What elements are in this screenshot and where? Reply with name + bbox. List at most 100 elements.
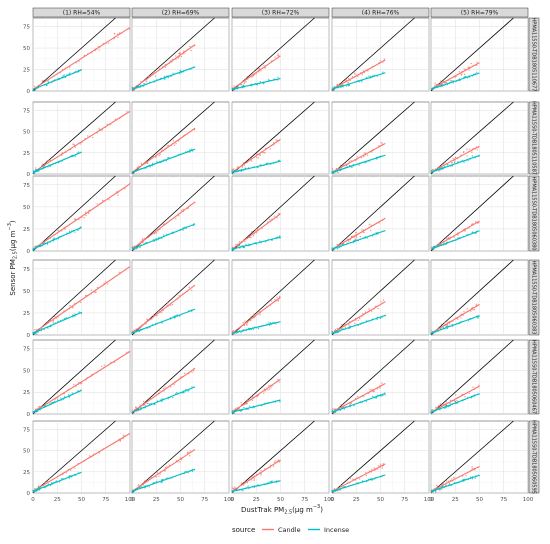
data-point-candle <box>90 289 93 291</box>
y-tick-label: 50 <box>23 46 30 52</box>
data-point-candle <box>370 224 372 226</box>
data-point-candle <box>348 160 350 163</box>
data-point-incense <box>71 392 74 394</box>
fit-line-incense <box>32 389 82 413</box>
data-point-candle <box>344 163 346 165</box>
data-point-candle <box>34 167 37 169</box>
data-point-candle <box>251 479 253 481</box>
data-point-incense <box>156 480 158 483</box>
x-tick-label: 0 <box>130 497 134 503</box>
data-point-candle <box>175 218 177 220</box>
data-point-incense <box>331 331 333 333</box>
fit-line-incense <box>131 386 196 413</box>
data-point-candle <box>333 412 335 415</box>
fit-line-candle <box>430 304 480 334</box>
fit-line-candle <box>231 55 281 90</box>
x-tick-label: 25 <box>253 497 260 503</box>
data-point-candle <box>348 324 350 326</box>
data-point-candle <box>242 321 244 324</box>
data-point-candle <box>465 474 467 477</box>
data-point-candle <box>354 72 356 74</box>
x-tick-label: 25 <box>452 497 459 503</box>
data-point-candle <box>164 470 166 472</box>
one-to-one-line <box>32 101 116 175</box>
facet-panel <box>231 339 330 415</box>
data-point-candle <box>146 402 149 405</box>
fit-line-candle <box>231 213 281 250</box>
data-point-incense <box>375 397 378 399</box>
data-point-candle <box>33 85 36 88</box>
data-point-candle <box>430 329 432 332</box>
data-point-candle <box>156 472 159 474</box>
data-point-incense <box>152 162 154 165</box>
data-point-candle <box>231 169 234 171</box>
data-point-incense <box>183 391 185 394</box>
x-tick-label: 0 <box>31 497 35 503</box>
y-tick-label: 75 <box>23 427 30 433</box>
data-point-candle <box>96 286 99 289</box>
data-point-incense <box>471 155 474 157</box>
data-point-candle <box>444 162 446 164</box>
data-point-incense <box>430 170 432 172</box>
fit-line-candle <box>131 284 196 334</box>
data-point-candle <box>440 82 442 84</box>
data-point-candle <box>444 321 446 324</box>
data-point-candle <box>433 85 436 87</box>
data-point-candle <box>361 312 364 315</box>
y-tick-label: 50 <box>23 289 30 295</box>
data-point-candle <box>108 199 110 201</box>
y-tick-label: 75 <box>23 108 30 114</box>
data-point-incense <box>339 244 341 246</box>
data-point-incense <box>345 85 348 87</box>
data-point-incense <box>333 85 336 88</box>
data-point-candle <box>155 476 157 478</box>
data-point-candle <box>246 75 249 78</box>
data-point-candle <box>126 110 128 113</box>
data-point-candle <box>357 319 359 322</box>
data-point-candle <box>274 56 276 58</box>
data-point-candle <box>231 333 233 336</box>
data-point-incense <box>149 326 151 329</box>
data-point-incense <box>333 248 335 251</box>
data-point-incense <box>148 486 150 488</box>
data-point-incense <box>353 405 355 407</box>
fit-line-incense <box>430 72 480 90</box>
data-point-candle <box>238 408 240 410</box>
legend-title: source <box>232 526 255 534</box>
data-point-incense <box>444 82 446 84</box>
data-point-candle <box>164 466 167 469</box>
data-point-candle <box>160 311 163 314</box>
fit-line-incense <box>32 226 82 250</box>
x-tick-label: 50 <box>377 497 384 503</box>
facet-panel <box>32 420 131 494</box>
data-point-candle <box>57 397 59 399</box>
data-point-incense <box>150 402 152 405</box>
data-point-candle <box>468 69 470 71</box>
data-point-incense <box>431 409 433 411</box>
data-point-incense <box>463 478 465 481</box>
data-point-candle <box>453 236 455 238</box>
data-point-candle <box>178 52 180 55</box>
data-point-incense <box>32 89 34 92</box>
facet-panel <box>131 259 230 336</box>
data-point-candle <box>69 305 71 307</box>
fit-line-candle <box>231 459 281 492</box>
data-point-candle <box>113 32 116 35</box>
y-tick-label: 0 <box>27 172 31 178</box>
y-tick-label: 75 <box>23 347 30 353</box>
data-point-candle <box>246 323 248 325</box>
data-point-incense <box>52 322 54 324</box>
data-point-incense <box>33 89 36 92</box>
data-point-incense <box>431 333 433 335</box>
data-point-candle <box>363 152 365 154</box>
data-point-incense <box>140 486 142 488</box>
data-point-candle <box>182 208 184 210</box>
data-point-incense <box>256 84 259 86</box>
facet-panel <box>131 420 230 494</box>
data-point-incense <box>376 158 378 160</box>
facet-strip-row-label: HPMA115S0-TDB1805060467 <box>531 340 537 414</box>
facet-panel <box>430 339 529 415</box>
data-point-candle <box>240 83 243 86</box>
data-point-candle <box>439 403 441 405</box>
data-point-incense <box>259 81 262 83</box>
